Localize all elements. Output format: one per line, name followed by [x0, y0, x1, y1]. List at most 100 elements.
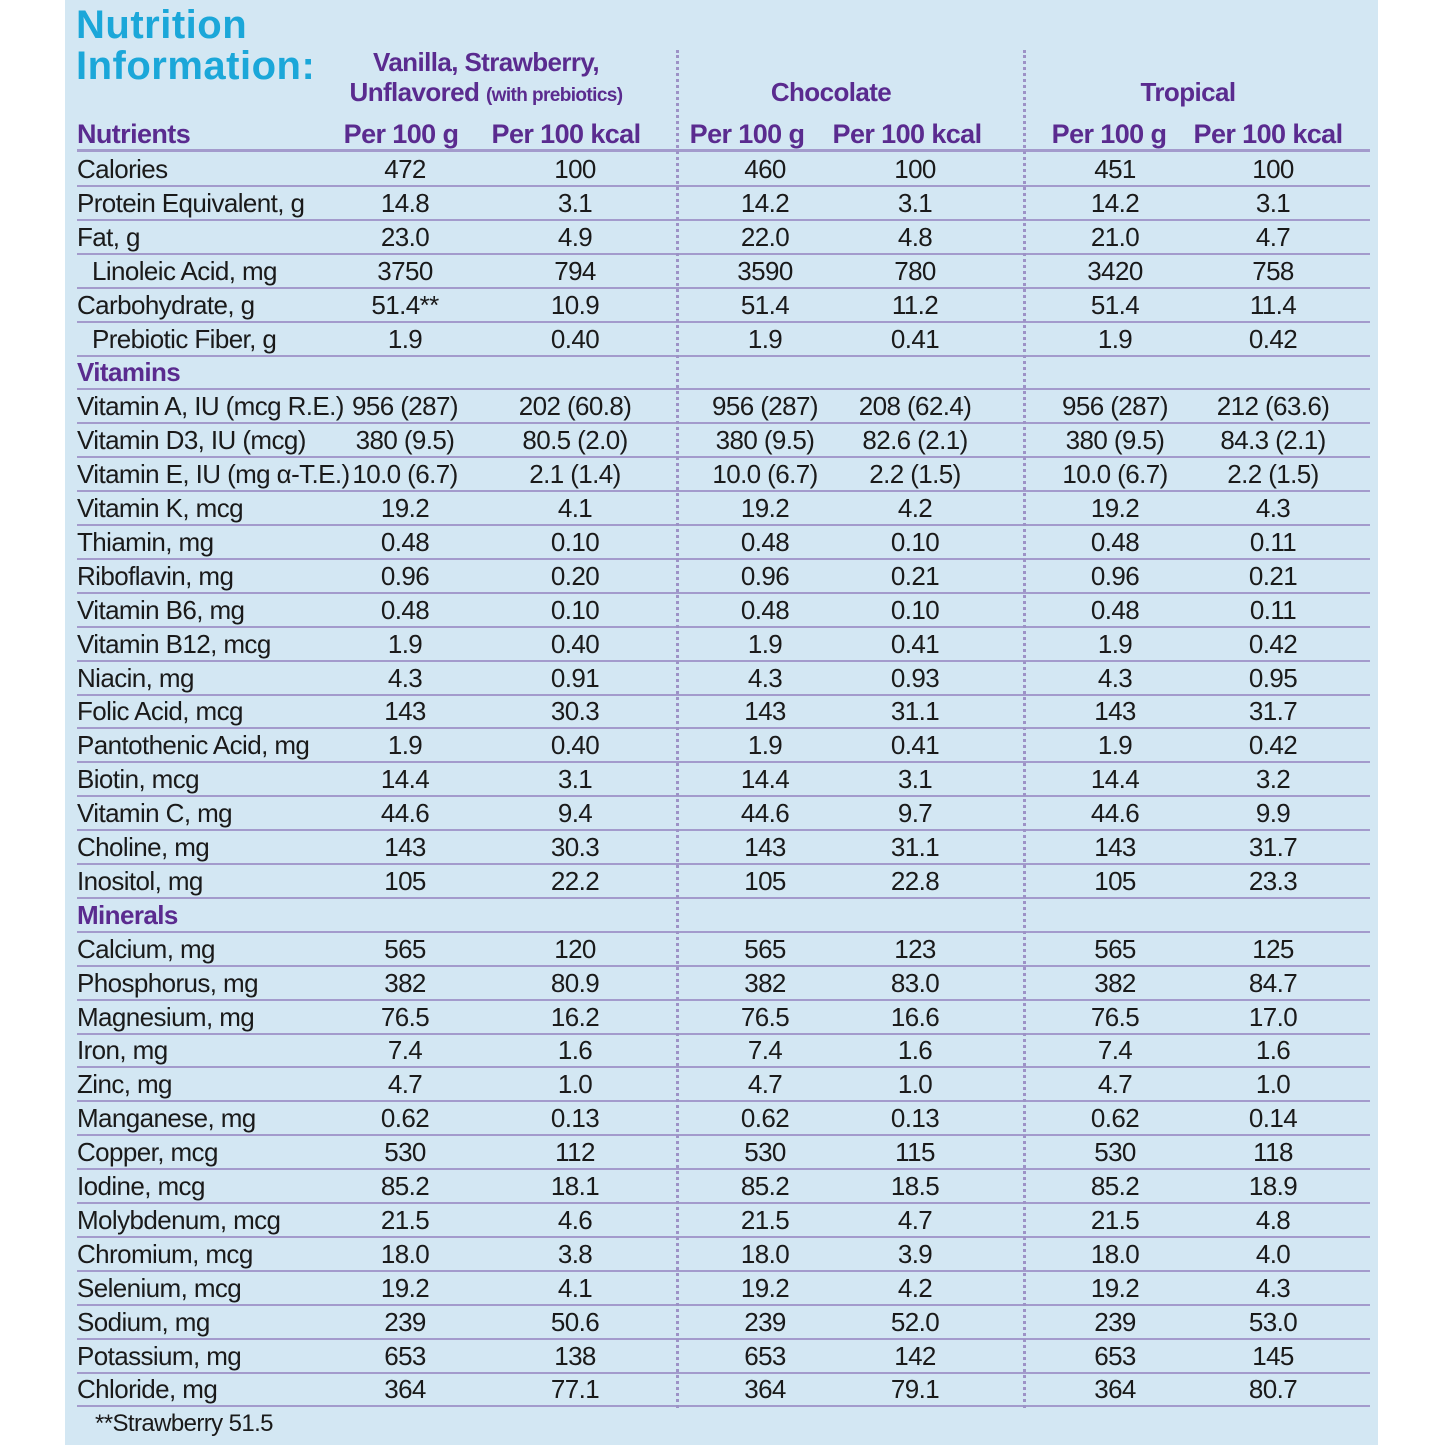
- value-cell: 780: [894, 255, 936, 286]
- value-cell: 85.2: [1090, 1171, 1140, 1201]
- value-cell: 125: [1252, 933, 1294, 964]
- value-cell: 565: [1094, 933, 1136, 964]
- table-row: Chromium, mcg 18.0 3.8 18.0 3.9 18.0 4.0: [77, 1236, 1370, 1272]
- value-cell: 16.2: [550, 1001, 600, 1032]
- value-cell: 0.48: [740, 594, 790, 625]
- header-per-100g: Per 100 g: [1051, 119, 1167, 149]
- table-row: Molybdenum, mcg 21.5 4.6 21.5 4.7 21.5 4.8: [77, 1202, 1370, 1238]
- value-cell: 21.0: [1090, 221, 1140, 252]
- value-cell: 9.4: [557, 798, 593, 829]
- value-cell: 0.40: [550, 323, 600, 354]
- value-cell: 0.11: [1249, 594, 1297, 625]
- value-cell: 84.7: [1248, 967, 1298, 998]
- nutrient-name: Iodine, mcg: [77, 1171, 205, 1201]
- group-vanilla-name: Unflavored: [349, 77, 480, 107]
- value-cell: 380 (9.5): [355, 425, 455, 456]
- table-row: Vitamin C, mg 44.6 9.4 44.6 9.7 44.6 9.9: [77, 795, 1370, 832]
- nutrient-name: Sodium, mg: [77, 1306, 210, 1337]
- value-cell: 653: [1094, 1340, 1136, 1371]
- value-cell: 120: [554, 933, 596, 964]
- value-cell: 11.2: [891, 289, 939, 320]
- header-nutrients: Nutrients: [77, 119, 191, 149]
- table-row: Vitamin B6, mg 0.48 0.10 0.48 0.10 0.48 0.11: [77, 592, 1370, 628]
- value-cell: 1.9: [1097, 323, 1133, 354]
- nutrient-name: Vitamin D3, IU (mcg): [77, 425, 306, 456]
- value-cell: 21.5: [740, 1204, 790, 1235]
- nutrient-name: Fat, g: [77, 221, 140, 252]
- value-cell: 76.5: [740, 1001, 790, 1032]
- value-cell: 0.21: [1248, 560, 1298, 591]
- value-cell: 3420: [1087, 255, 1143, 286]
- table-row: Pantothenic Acid, mg 1.9 0.40 1.9 0.41 1.9 0.4…: [77, 727, 1370, 764]
- value-cell: 3.9: [897, 1238, 933, 1269]
- value-cell: 105: [1094, 865, 1136, 896]
- value-cell: 3.1: [897, 764, 933, 795]
- value-cell: 4.3: [387, 662, 423, 693]
- value-cell: 1.6: [557, 1035, 593, 1066]
- value-cell: 1.0: [557, 1069, 593, 1100]
- table-row: Iron, mg 7.4 1.6 7.4 1.6 7.4 1.6: [77, 1032, 1370, 1069]
- value-cell: 7.4: [1097, 1035, 1133, 1066]
- section-header-row: Minerals: [77, 897, 1370, 933]
- nutrient-name: Biotin, mcg: [77, 764, 200, 795]
- table-row: Prebiotic Fiber, g 1.9 0.40 1.9 0.41 1.9 0.42: [77, 321, 1370, 357]
- value-cell: 30.3: [550, 832, 600, 862]
- header-per-100kcal: Per 100 kcal: [491, 119, 642, 149]
- value-cell: 3.1: [1255, 187, 1291, 218]
- value-cell: 4.2: [897, 493, 933, 523]
- value-cell: 51.4: [1090, 289, 1140, 320]
- value-cell: 10.0 (6.7): [352, 459, 458, 490]
- value-cell: 76.5: [1090, 1001, 1140, 1032]
- nutrient-name: Vitamin A, IU (mcg R.E.): [77, 391, 344, 422]
- value-cell: 4.3: [1097, 662, 1133, 693]
- nutrient-name: Thiamin, mg: [77, 526, 214, 557]
- value-cell: 2.2 (1.5): [869, 459, 961, 490]
- value-cell: 14.4: [1090, 764, 1140, 795]
- nutrient-name: Vitamin C, mg: [77, 798, 233, 829]
- value-cell: 0.96: [740, 560, 790, 591]
- value-cell: 239: [384, 1306, 426, 1337]
- value-cell: 3590: [737, 255, 793, 286]
- value-cell: 1.9: [1097, 628, 1133, 659]
- value-cell: 380 (9.5): [1065, 425, 1165, 456]
- value-cell: 956 (287): [1062, 391, 1169, 422]
- value-cell: 0.62: [740, 1103, 790, 1134]
- table-row: Thiamin, mg 0.48 0.10 0.48 0.10 0.48 0.11: [77, 524, 1370, 560]
- value-cell: 1.0: [897, 1069, 933, 1100]
- value-cell: 51.4**: [371, 289, 439, 320]
- value-cell: 1.9: [1097, 730, 1133, 761]
- value-cell: 653: [744, 1340, 786, 1371]
- value-cell: 460: [744, 154, 786, 184]
- value-cell: 83.0: [890, 967, 940, 998]
- nutrient-name: Folic Acid, mcg: [77, 696, 243, 727]
- nutrient-name: Phosphorus, mg: [77, 967, 259, 998]
- table-row: Riboflavin, mg 0.96 0.20 0.96 0.21 0.96 0.21: [77, 558, 1370, 594]
- value-cell: 21.5: [380, 1204, 430, 1235]
- value-cell: 565: [744, 933, 786, 964]
- table-row: Copper, mcg 530 112 530 115 530 118: [77, 1134, 1370, 1171]
- value-cell: 3.1: [557, 764, 593, 795]
- value-cell: 53.0: [1248, 1306, 1298, 1337]
- nutrient-name: Vitamins: [77, 357, 181, 388]
- value-cell: 76.5: [380, 1001, 430, 1032]
- value-cell: 4.1: [557, 1272, 593, 1303]
- value-cell: 31.1: [890, 696, 940, 727]
- value-cell: 51.4: [740, 289, 790, 320]
- value-cell: 0.48: [380, 526, 430, 557]
- value-cell: 1.9: [747, 323, 783, 354]
- group-vanilla-line1: Vanilla, Strawberry,: [373, 47, 600, 77]
- value-cell: 1.0: [1255, 1069, 1291, 1100]
- table-row: Selenium, mcg 19.2 4.1 19.2 4.2 19.2 4.3: [77, 1270, 1370, 1306]
- value-cell: 118: [1253, 1137, 1293, 1168]
- table-row: Manganese, mg 0.62 0.13 0.62 0.13 0.62 0.14: [77, 1100, 1370, 1137]
- value-cell: 19.2: [380, 493, 430, 523]
- value-cell: 18.0: [1090, 1238, 1140, 1269]
- nutrient-name: Vitamin K, mcg: [77, 493, 244, 523]
- value-cell: 7.4: [387, 1035, 423, 1066]
- table-row: Vitamin E, IU (mg α-T.E.) 10.0 (6.7) 2.1 (…: [77, 456, 1370, 493]
- nutrient-name: Riboflavin, mg: [77, 560, 234, 591]
- value-cell: 3.8: [557, 1238, 593, 1269]
- value-cell: 4.3: [1255, 1272, 1291, 1303]
- value-cell: 21.5: [1090, 1204, 1140, 1235]
- group-vanilla-note: (with prebiotics): [485, 85, 623, 106]
